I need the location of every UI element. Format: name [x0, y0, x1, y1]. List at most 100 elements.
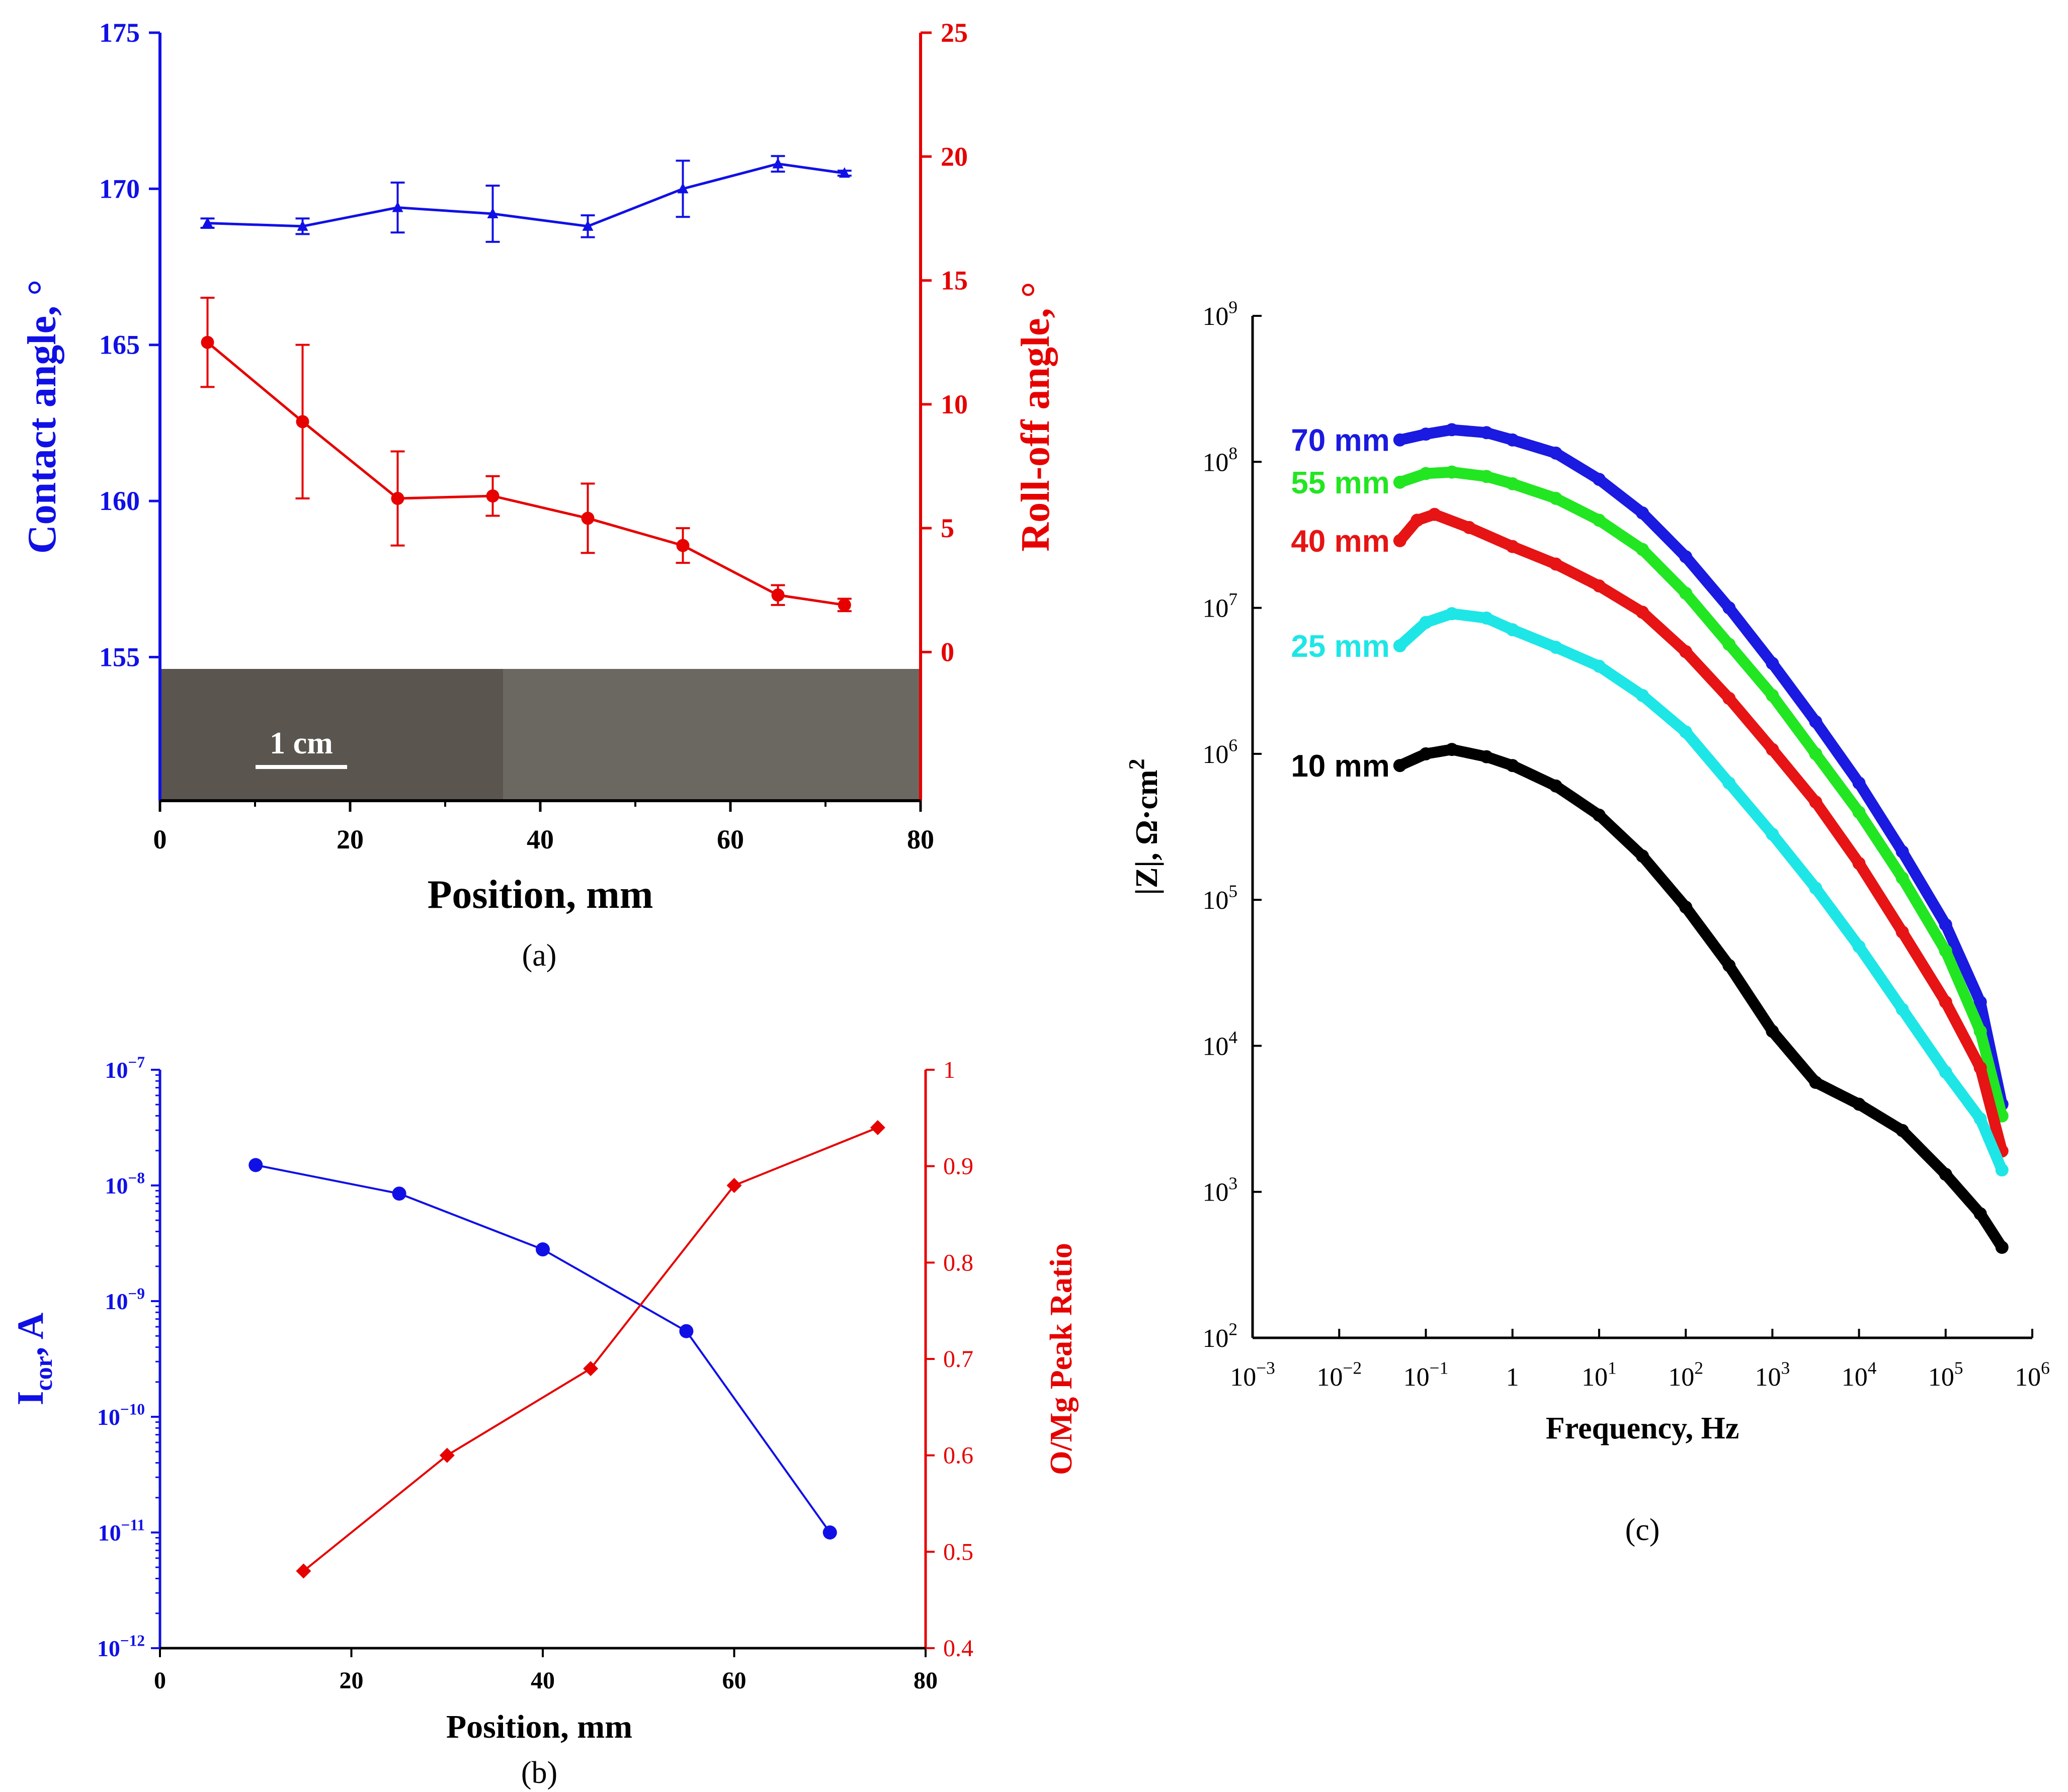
data-point [1506, 477, 1519, 490]
data-point [1722, 638, 1736, 651]
data-point [1419, 747, 1433, 760]
x-tick-label: 104 [1842, 1358, 1877, 1392]
data-point [1393, 639, 1407, 653]
data-point [1973, 1061, 1987, 1074]
x-tick-label: 10−2 [1316, 1358, 1362, 1392]
data-point [1592, 808, 1606, 822]
data-point [1445, 607, 1459, 621]
x-tick-label: 80 [914, 1667, 938, 1694]
data-point [1939, 1167, 1952, 1181]
data-point [1895, 845, 1909, 859]
data-point [1445, 465, 1459, 479]
data-point [583, 1361, 599, 1377]
data-point [1939, 1065, 1952, 1079]
series-label-55-mm: 55 mm [1291, 466, 1389, 500]
x-tick-label: 0 [153, 824, 167, 855]
data-point [1480, 750, 1493, 763]
x-axis-title: Position, mm [428, 873, 653, 917]
data-point [1895, 925, 1909, 939]
left-tick-label: 10−12 [97, 1632, 145, 1661]
y-tick-label: 102 [1202, 1319, 1237, 1353]
data-point [772, 157, 784, 168]
y-tick-label: 106 [1202, 735, 1237, 769]
right-tick-label: 10 [941, 389, 968, 419]
data-point [1766, 827, 1779, 841]
left-tick-label: 10−9 [105, 1285, 145, 1314]
left-tick-label: 175 [99, 18, 140, 48]
left-tick-label: 10−11 [98, 1516, 145, 1546]
data-point [1939, 995, 1952, 1009]
data-point [1766, 743, 1779, 756]
data-point [1852, 805, 1866, 819]
data-point [1506, 623, 1519, 637]
data-point [1636, 689, 1649, 702]
data-point [1852, 940, 1866, 954]
data-point [1393, 475, 1407, 489]
data-point [1445, 743, 1459, 756]
series-line-icor [255, 1164, 831, 1533]
data-point [1852, 1097, 1866, 1111]
right-tick-label: 0 [941, 637, 954, 667]
data-point [1462, 521, 1476, 534]
x-axis-title: Frequency, Hz [1546, 1411, 1740, 1445]
right-tick-label: 5 [941, 513, 954, 543]
data-point [1679, 725, 1693, 739]
x-tick-label: 1 [1506, 1363, 1519, 1392]
left-tick-label: 155 [99, 642, 140, 672]
left-tick-label: 10−10 [97, 1400, 145, 1430]
data-point [1722, 776, 1736, 790]
right-axis-title: O/Mg Peak Ratio [1044, 1243, 1079, 1475]
y-tick-label: 104 [1202, 1027, 1237, 1061]
right-tick-label: 0.9 [943, 1153, 973, 1180]
x-tick-label: 10−1 [1403, 1358, 1449, 1392]
left-tick-label: 10−7 [105, 1053, 145, 1083]
right-tick-label: 0.5 [943, 1539, 973, 1565]
right-tick-label: 0.6 [943, 1442, 973, 1469]
right-tick-label: 1 [943, 1057, 955, 1083]
data-point [1393, 759, 1407, 773]
data-point [870, 1120, 885, 1135]
x-tick-label: 10−3 [1230, 1358, 1275, 1392]
series-label-10-mm: 10 mm [1291, 749, 1389, 784]
data-point [1549, 446, 1562, 460]
x-tick-label: 106 [2015, 1358, 2050, 1392]
x-tick-label: 20 [337, 824, 364, 855]
left-tick-label: 160 [99, 486, 140, 516]
data-point [1766, 689, 1779, 702]
data-point [1722, 601, 1736, 615]
data-point [1393, 433, 1407, 447]
panel-c: (c) 10−3 10−2 10−1 1 101 102 103 104 105 106 102 10… [1124, 297, 2050, 1547]
data-point [1592, 579, 1606, 593]
data-point [1995, 1163, 2009, 1177]
data-point [392, 201, 403, 212]
data-point [391, 492, 404, 505]
data-point [1895, 1002, 1909, 1016]
y-axis-title: |Z|, Ω·cm2 [1124, 758, 1164, 895]
data-point [296, 415, 309, 429]
data-point [677, 183, 689, 194]
left-tick-label: 10−8 [105, 1169, 145, 1199]
data-point [536, 1242, 550, 1257]
data-point [1852, 857, 1866, 870]
x-tick-label: 60 [722, 1667, 747, 1694]
data-point [1679, 586, 1693, 600]
data-point [1636, 506, 1649, 520]
data-point [1428, 507, 1441, 521]
data-point [296, 1563, 311, 1579]
sample-photo-texture [503, 669, 921, 801]
panel-b-caption: (b) [521, 1756, 557, 1790]
right-tick-label: 0.4 [943, 1635, 973, 1662]
data-point [1766, 656, 1779, 670]
data-point [822, 1525, 837, 1540]
y-tick-label: 108 [1202, 443, 1237, 477]
data-point [1549, 491, 1562, 505]
data-point [1973, 1025, 1987, 1038]
series-label-40-mm: 40 mm [1291, 524, 1389, 559]
series-line-o-mg-peak-ratio [303, 1127, 878, 1572]
right-tick-label: 25 [941, 18, 968, 48]
x-tick-label: 105 [1928, 1358, 1963, 1392]
data-point [1809, 881, 1823, 895]
x-tick-label: 103 [1755, 1358, 1790, 1392]
data-point [1506, 759, 1519, 773]
data-point [1636, 606, 1649, 619]
